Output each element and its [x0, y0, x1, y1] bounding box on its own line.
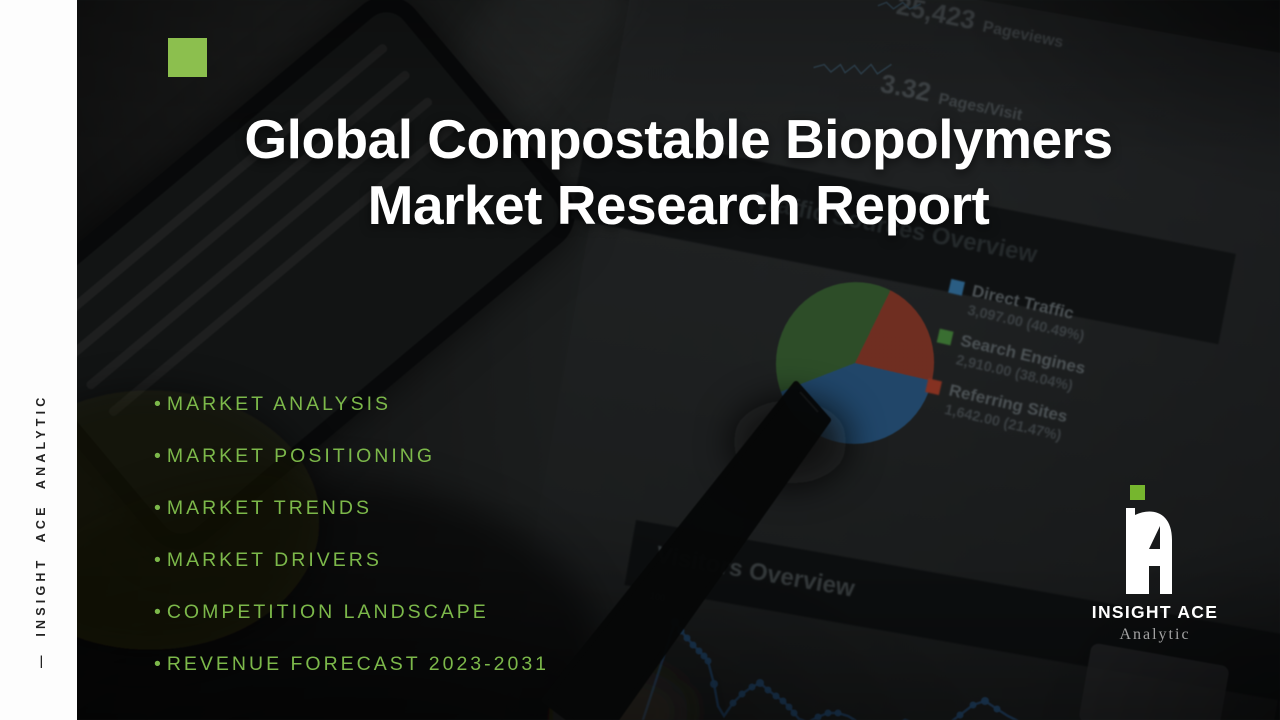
logo-a-glyph	[1135, 511, 1172, 594]
bullet-dot: •	[154, 497, 164, 519]
bullet-dot: •	[154, 549, 164, 571]
bullet-dot: •	[154, 601, 164, 623]
logo-name: INSIGHT ACE	[1091, 602, 1219, 622]
legend-swatch	[936, 328, 954, 346]
bullet-label: MARKET POSITIONING	[166, 445, 435, 467]
bullet-list: • MARKET ANALYSIS • MARKET POSITIONING • MA…	[154, 393, 549, 705]
logo-mark	[1126, 485, 1172, 594]
logo-i-stem	[1126, 508, 1135, 594]
bullet-label: MARKET ANALYSIS	[166, 393, 392, 415]
bullet-item: • MARKET DRIVERS	[154, 549, 549, 571]
bullet-label: REVENUE FORECAST 2023-2031	[166, 653, 550, 675]
bullet-item: • COMPETITION LANDSCAPE	[154, 601, 549, 623]
accent-green-square	[168, 38, 207, 77]
logo-subtitle: Analytic	[1119, 626, 1191, 643]
legend-swatch	[948, 278, 965, 296]
title-line-2: Market Research Report	[367, 174, 990, 236]
title-line-1: Global Compostable Biopolymers	[244, 108, 1113, 170]
logo-green-square-icon	[1130, 485, 1145, 500]
bullet-label: MARKET DRIVERS	[166, 549, 382, 571]
bullet-item: • MARKET POSITIONING	[154, 445, 549, 467]
bullet-label: MARKET TRENDS	[166, 497, 372, 519]
legend-swatch	[925, 378, 943, 396]
bullet-item: • MARKET TRENDS	[154, 497, 549, 519]
bullet-item: • REVENUE FORECAST 2023-2031	[154, 653, 549, 675]
report-title: Global Compostable Biopolymers Market Re…	[77, 106, 1280, 238]
bullet-dot: •	[154, 445, 164, 467]
side-vertical-text: — INSIGHT ACE ANALYTIC	[34, 393, 48, 668]
left-white-strip: — INSIGHT ACE ANALYTIC	[0, 0, 77, 720]
bullet-item: • MARKET ANALYSIS	[154, 393, 549, 415]
bullet-dot: •	[154, 393, 164, 415]
bullet-dot: •	[154, 653, 164, 675]
bullet-label: COMPETITION LANDSCAPE	[166, 601, 489, 623]
